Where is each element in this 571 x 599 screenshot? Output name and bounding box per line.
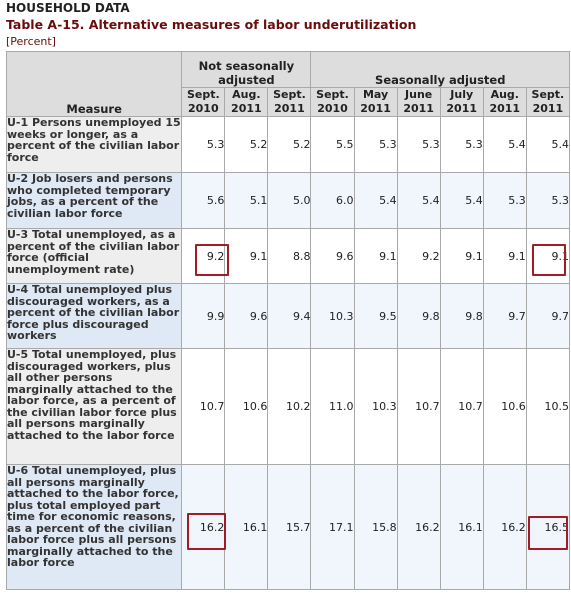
table-cell: 5.3: [396, 116, 441, 173]
table-cell: 11.0: [310, 348, 355, 465]
measure-header: Measure: [5, 51, 183, 117]
highlight-box-u3-sept-2010: [195, 244, 229, 276]
table-cell: 5.5: [310, 116, 355, 173]
table-cell: 5.4: [525, 116, 571, 173]
table-cell: 9.1: [224, 228, 269, 284]
row-label: U-5 Total unemployed, plus discouraged w…: [5, 348, 183, 465]
table-cell: 10.5: [525, 348, 571, 465]
table-cell: 9.1: [353, 228, 398, 284]
row-label: U-4 Total unemployed plus discouraged wo…: [5, 283, 183, 349]
table-cell: 5.3: [525, 172, 571, 229]
table-cell: 10.6: [224, 348, 269, 465]
table-cell: 9.9: [181, 283, 226, 349]
highlight-box-u6-sept-2011: [528, 516, 568, 550]
table-cell: 5.2: [267, 116, 312, 173]
table-cell: 5.3: [353, 116, 398, 173]
table-cell: 10.7: [181, 348, 226, 465]
table-cell: 9.1: [482, 228, 527, 284]
not-seasonally-adjusted-header: Not seasonally adjusted: [181, 51, 312, 88]
table-row-u3: U-3 Total unemployed, as a percent of th…: [5, 228, 571, 284]
table-cell: 9.8: [439, 283, 484, 349]
table-cell: 16.2: [482, 464, 527, 590]
labor-underutilization-table: Measure Not seasonally adjusted Seasonal…: [5, 51, 571, 590]
table-cell: 9.8: [396, 283, 441, 349]
table-cell: 5.3: [439, 116, 484, 173]
table-cell: 10.6: [482, 348, 527, 465]
period-header: June 2011: [396, 87, 441, 117]
table-row-u4: U-4 Total unemployed plus discouraged wo…: [5, 283, 571, 349]
row-label: U-6 Total unemployed, plus all persons m…: [5, 464, 183, 590]
table-cell: 5.4: [353, 172, 398, 229]
period-header: Aug. 2011: [482, 87, 527, 117]
table-cell: 5.6: [181, 172, 226, 229]
table-cell: 15.8: [353, 464, 398, 590]
table-cell: 16.5: [525, 464, 571, 590]
table-cell: 5.4: [482, 116, 527, 173]
table-cell: 16.2: [396, 464, 441, 590]
table-cell: 9.2: [396, 228, 441, 284]
highlight-box-u3-sept-2011: [532, 244, 566, 276]
table-cell: 10.7: [396, 348, 441, 465]
table-cell: 5.2: [224, 116, 269, 173]
period-header: July 2011: [439, 87, 484, 117]
table-cell: 15.7: [267, 464, 312, 590]
period-header: Sept. 2011: [267, 87, 312, 117]
table-row-u6: U-6 Total unemployed, plus all persons m…: [5, 464, 571, 590]
table-cell: 5.4: [396, 172, 441, 229]
section-label: HOUSEHOLD DATA: [6, 1, 130, 15]
unit-label: [Percent]: [6, 35, 56, 48]
table-cell: 16.1: [439, 464, 484, 590]
table-cell: 10.3: [353, 348, 398, 465]
table-cell: 6.0: [310, 172, 355, 229]
table-cell: 9.1: [439, 228, 484, 284]
table-cell: 9.6: [310, 228, 355, 284]
table-cell: 9.4: [267, 283, 312, 349]
table-cell: 5.1: [224, 172, 269, 229]
table-cell: 10.7: [439, 348, 484, 465]
table-cell: 5.3: [482, 172, 527, 229]
table-cell: 17.1: [310, 464, 355, 590]
table-title: Table A-15. Alternative measures of labo…: [6, 17, 417, 32]
table-cell: 9.6: [224, 283, 269, 349]
period-header: Sept. 2010: [310, 87, 355, 117]
highlight-box-u6-sept-2010: [187, 513, 226, 550]
table-cell: 9.7: [525, 283, 571, 349]
table-cell: 9.5: [353, 283, 398, 349]
row-label: U-1 Persons unemployed 15 weeks or longe…: [5, 116, 183, 173]
table-cell: 16.1: [224, 464, 269, 590]
table-cell: 10.2: [267, 348, 312, 465]
row-label: U-3 Total unemployed, as a percent of th…: [5, 228, 183, 284]
table-cell: 8.8: [267, 228, 312, 284]
table-cell: 5.3: [181, 116, 226, 173]
period-header: May 2011: [353, 87, 398, 117]
table-row-u5: U-5 Total unemployed, plus discouraged w…: [5, 348, 571, 465]
seasonally-adjusted-header: Seasonally adjusted: [310, 51, 570, 88]
table-row-u2: U-2 Job losers and persons who completed…: [5, 172, 571, 229]
table-cell: 5.4: [439, 172, 484, 229]
period-header: Sept. 2010: [181, 87, 226, 117]
table-cell: 9.7: [482, 283, 527, 349]
row-label: U-2 Job losers and persons who completed…: [5, 172, 183, 229]
table-cell: 5.0: [267, 172, 312, 229]
table-row-u1: U-1 Persons unemployed 15 weeks or longe…: [5, 116, 571, 173]
period-header: Aug. 2011: [224, 87, 269, 117]
period-header: Sept. 2011: [525, 87, 571, 117]
table-cell: 10.3: [310, 283, 355, 349]
